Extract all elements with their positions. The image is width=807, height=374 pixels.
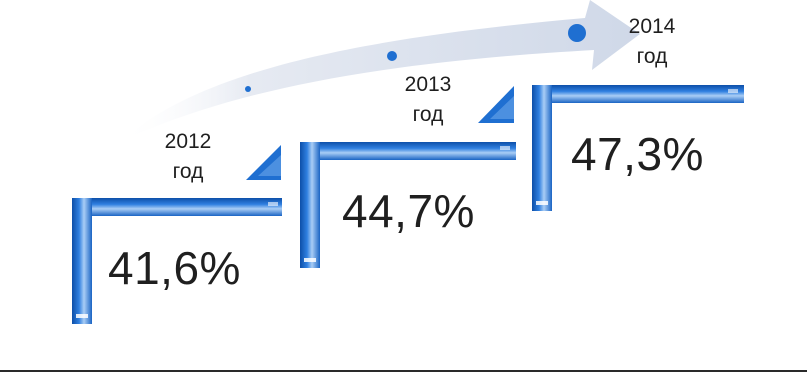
percent-2012: 41,6% — [108, 242, 241, 294]
year-label-2013: 2013 год — [383, 70, 473, 130]
step-bracket-2013 — [300, 86, 516, 268]
year-unit-2013: год — [412, 103, 444, 126]
year-2013: 2013 — [404, 73, 452, 96]
percent-2013: 44,7% — [342, 185, 475, 237]
step-bracket-2014 — [532, 85, 744, 211]
percent-2014: 47,3% — [571, 128, 704, 180]
arrow-dot-large — [568, 24, 586, 42]
year-2014: 2014 — [628, 15, 676, 38]
year-label-2012: 2012 год — [143, 127, 233, 187]
arrow-dot-medium — [387, 51, 397, 61]
year-unit-2014: год — [636, 45, 668, 68]
bottom-divider — [0, 370, 807, 372]
year-unit-2012: год — [172, 160, 204, 183]
year-label-2014: 2014 год — [607, 12, 697, 72]
arrow-dot-small — [245, 86, 251, 92]
growth-arrow — [120, 0, 640, 142]
step-bracket-2012 — [72, 145, 282, 324]
year-2012: 2012 — [164, 130, 212, 153]
